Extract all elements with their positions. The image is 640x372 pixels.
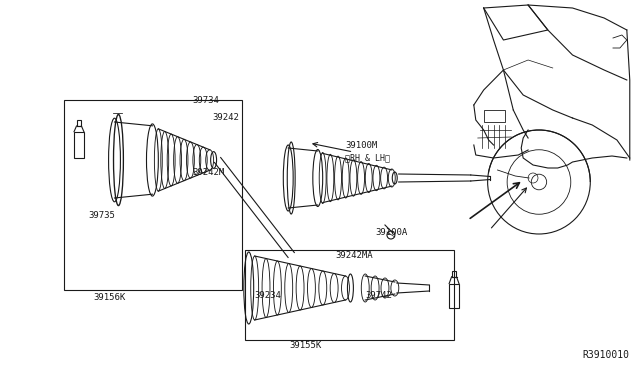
Bar	[74, 132, 84, 158]
Text: 39156K: 39156K	[94, 293, 126, 302]
Text: 39100A: 39100A	[375, 228, 407, 237]
Text: 39100M: 39100M	[346, 141, 378, 150]
Bar	[484, 110, 506, 122]
Text: 39242M: 39242M	[193, 168, 225, 177]
Text: 39742: 39742	[365, 291, 392, 300]
Text: 39234: 39234	[255, 291, 282, 300]
Text: 39242MA: 39242MA	[335, 251, 373, 260]
Text: 39734: 39734	[193, 96, 220, 105]
Text: 39155K: 39155K	[289, 341, 321, 350]
Bar	[245, 250, 454, 340]
Text: 39735: 39735	[89, 211, 116, 220]
Text: 39242: 39242	[212, 113, 239, 122]
Bar	[449, 283, 459, 308]
Text: R3910010: R3910010	[582, 350, 629, 360]
Bar	[77, 120, 81, 126]
Text: 〈RH & LH〉: 〈RH & LH〉	[346, 153, 390, 162]
Bar	[64, 100, 242, 290]
Bar	[452, 272, 456, 277]
